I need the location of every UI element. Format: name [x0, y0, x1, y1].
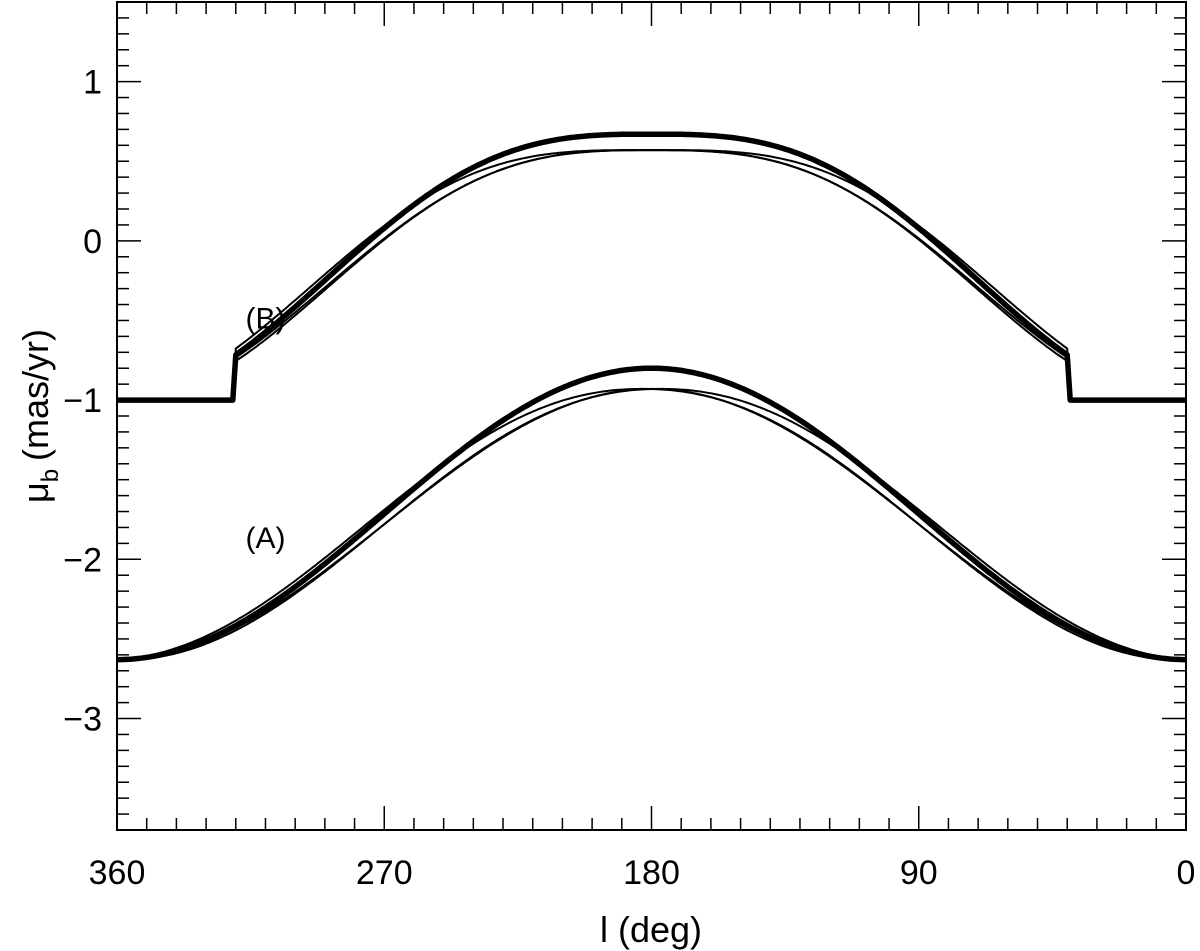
series-B-thin-line [117, 149, 1186, 402]
y-axis-symbol: μ [15, 482, 56, 503]
axis-ticks [116, 2, 1187, 830]
y-axis-subscript: b [37, 469, 64, 482]
x-tick-label: 0 [1177, 854, 1196, 892]
annotation-label: (B) [245, 302, 285, 335]
series-A-thin-line [116, 387, 1187, 661]
x-tick-label: 360 [89, 854, 146, 892]
series-A-thick-line [117, 365, 1186, 663]
y-tick-label: 1 [83, 64, 102, 102]
series-B-thin-line [117, 149, 1186, 402]
y-axis-unit: (mas/yr) [15, 329, 56, 461]
series-B-thin-line [117, 149, 1186, 402]
y-tick-label: −1 [63, 382, 102, 420]
x-axis-title: l (deg) [600, 909, 702, 950]
x-tick-label: 180 [623, 854, 680, 892]
y-tick-label: 0 [83, 223, 102, 261]
y-tick-label: −3 [63, 701, 102, 739]
y-axis-title: μb (mas/yr) [15, 329, 64, 503]
x-tick-label: 90 [900, 854, 938, 892]
series-B-thick-line [117, 131, 1186, 403]
x-tick-label: 270 [356, 854, 413, 892]
plot-frame [116, 1, 1187, 831]
y-tick-labels: 1 0 −1 −2 −3 [63, 64, 102, 739]
y-tick-label: −2 [63, 541, 102, 579]
annotation-label: (A) [245, 522, 285, 555]
x-tick-labels: 360 270 180 90 0 [89, 854, 1196, 892]
annotations: (B) (A) [245, 302, 285, 555]
data-series [116, 131, 1187, 663]
